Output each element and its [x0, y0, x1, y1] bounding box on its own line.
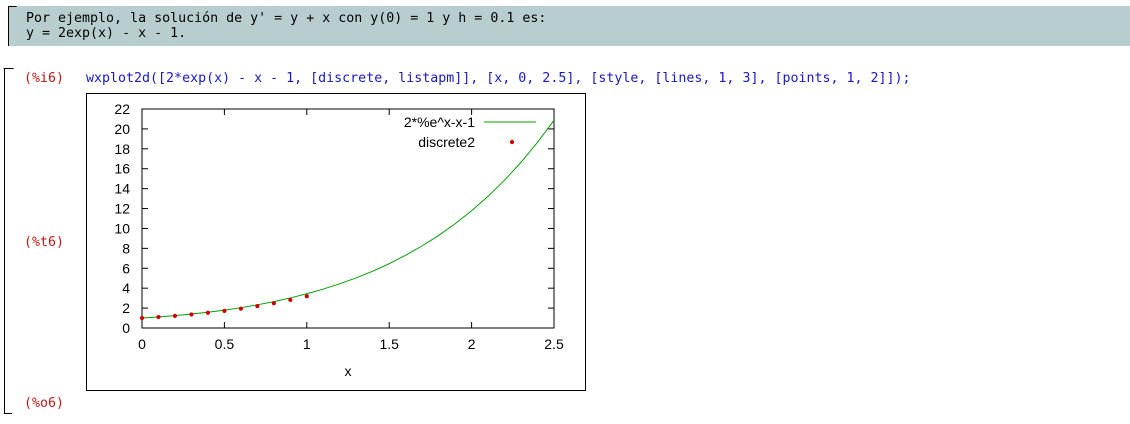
text-cell-line-2: y = 2exp(x) - x - 1.	[26, 26, 187, 41]
series-point	[271, 301, 276, 306]
legend-label-line: 2*%e^x-x-1	[404, 114, 475, 130]
cell-group-bracket[interactable]	[0, 68, 14, 414]
plot-svg: 0 2 4 6 8 10 12 14 16 18 20 22 0 0.5 1 1.5 2 2.5 2*%e^x-x…	[114, 101, 564, 379]
plot-legend: 2*%e^x-x-1 discrete2	[404, 114, 536, 150]
y-tick-label: 22	[114, 101, 130, 117]
y-tick-label: 6	[122, 260, 130, 276]
text-cell[interactable]: Por ejemplo, la solución de y' = y + x c…	[2, 6, 1130, 46]
y-tick-label: 0	[122, 320, 130, 336]
y-tick-label: 4	[122, 280, 130, 296]
series-point	[139, 315, 145, 321]
x-tick-label: 0.5	[215, 336, 235, 352]
plot-border	[141, 108, 555, 329]
series-point	[205, 310, 211, 315]
text-cell-line-1: Por ejemplo, la solución de y' = y + x c…	[26, 11, 547, 26]
x-tick-label: 2.5	[544, 336, 564, 352]
x-tick-label: 1.5	[379, 336, 399, 352]
text-cell-bracket[interactable]	[2, 6, 18, 46]
series-point	[288, 297, 293, 303]
plot-axes	[141, 108, 555, 329]
x-axis-label: x	[345, 363, 352, 379]
series-line-exact	[141, 120, 555, 319]
y-tick-label: 16	[114, 161, 130, 177]
y-tick-label: 14	[114, 181, 130, 197]
x-tick-label: 2	[468, 336, 476, 352]
y-tick-label: 20	[114, 121, 130, 137]
plot-image: 0 2 4 6 8 10 12 14 16 18 20 22 0 0.5 1 1.5 2 2.5 2*%e^x-x…	[86, 93, 586, 391]
y-tick-label: 2	[122, 300, 130, 316]
x-tick-label: 0	[138, 336, 146, 352]
y-tick-label: 12	[114, 201, 130, 217]
legend-swatch-point	[509, 139, 515, 145]
y-tick-label: 8	[122, 240, 130, 256]
input-code[interactable]: wxplot2d([2*exp(x) - x - 1, [discrete, l…	[86, 71, 911, 86]
input-prompt: (%i6)	[24, 71, 65, 86]
plot-prompt: (%t6)	[24, 235, 65, 250]
legend-label-points: discrete2	[418, 134, 475, 150]
series-point	[304, 294, 309, 299]
plot-series	[139, 120, 555, 321]
series-point	[172, 313, 178, 318]
series-point	[222, 308, 227, 313]
series-point	[238, 306, 243, 311]
y-tick-label: 10	[114, 220, 130, 236]
x-tick-label: 1	[303, 336, 311, 352]
series-point	[156, 314, 161, 320]
series-point	[255, 304, 260, 309]
output-prompt: (%o6)	[24, 396, 65, 411]
y-tick-label: 18	[114, 141, 130, 157]
series-point	[189, 312, 194, 317]
plot-ticks: 0 2 4 6 8 10 12 14 16 18 20 22 0 0.5 1 1.5 2 2.5	[114, 101, 564, 352]
